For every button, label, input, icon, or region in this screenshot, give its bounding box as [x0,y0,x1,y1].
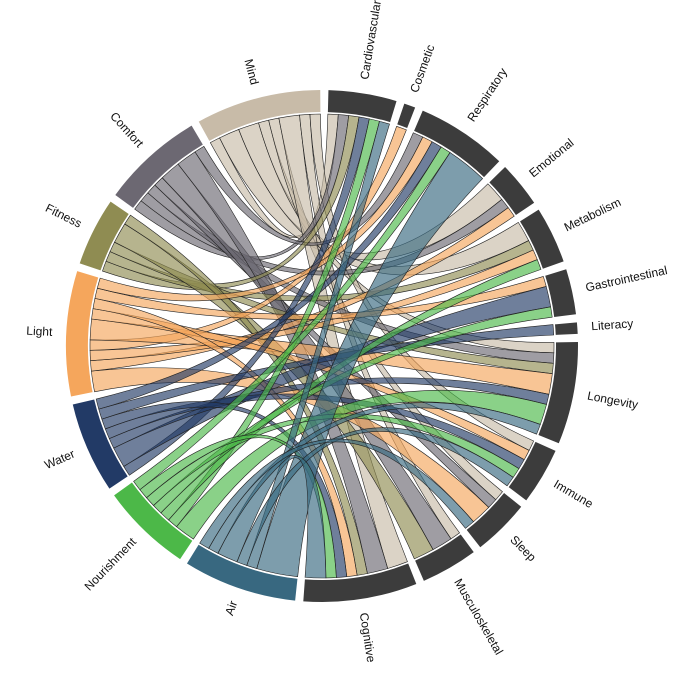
arc-fitness [79,201,129,271]
label-air: Air [222,599,240,617]
label-water: Water [42,447,77,472]
arc-longevity [538,342,578,444]
arc-mind [198,90,321,141]
label-literacy: Literacy [591,316,634,333]
ribbon-air-respiratory [256,152,484,578]
label-cognitive: Cognitive [357,612,378,664]
arc-metabolism [520,209,564,269]
ribbon-water-literacy [98,324,555,420]
label-metabolism: Metabolism [562,195,623,234]
ribbon-mind-cardiovascular [209,113,339,239]
ribbon-light-respiratory [96,136,433,302]
ribbon-air-immune [236,427,514,566]
arc-water [72,399,128,489]
label-emotional: Emotional [526,136,576,181]
arc-musculoskeletal [415,534,474,581]
ribbon-layer [89,113,555,579]
ribbon-light-metabolism [89,249,538,362]
ribbon-nourishment-cognitive [139,434,337,579]
label-cardiovascular: Cardiovascular [357,0,384,80]
label-gastrointestinal: Gastrointestinal [584,263,668,294]
label-immune: Immune [551,477,596,511]
label-light: Light [26,324,53,339]
arc-immune [508,441,556,501]
ribbon-water-respiratory [95,141,442,410]
arc-respiratory [414,110,500,178]
label-comfort: Comfort [107,109,146,151]
ribbon-nourishment-respiratory [133,146,451,491]
arc-gastrointestinal [545,269,577,317]
arc-emotional [489,167,535,216]
arc-air [186,544,298,601]
label-mind: Mind [241,58,261,87]
arc-light [66,271,99,397]
arc-sleep [466,492,522,548]
label-longevity: Longevity [586,389,639,412]
ribbon-comfort-respiratory [194,132,424,246]
label-cosmetic: Cosmetic [407,43,437,95]
arc-cosmetic [397,103,416,129]
label-respiratory: Respiratory [464,65,510,124]
label-nourishment: Nourishment [82,534,140,593]
label-musculoskeletal: Musculoskeletal [451,576,506,657]
arc-nourishment [114,482,193,560]
label-fitness: Fitness [43,201,84,231]
ribbon-air-sleep [199,438,474,549]
label-sleep: Sleep [507,533,539,565]
arc-comfort [115,125,203,208]
arc-layer [66,90,578,602]
arc-literacy [554,322,578,335]
arc-cognitive [303,563,417,602]
arc-cardiovascular [327,90,397,123]
